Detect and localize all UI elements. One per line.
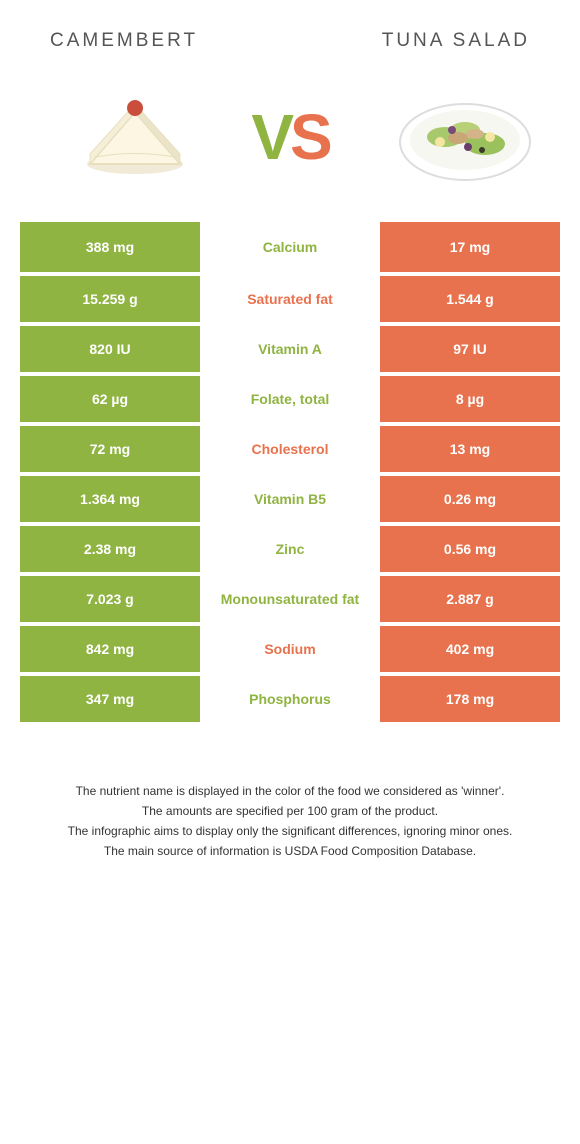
nutrient-label: Monounsaturated fat <box>200 576 380 622</box>
right-value: 402 mg <box>380 626 560 672</box>
header: Camembert Tuna salad <box>0 0 580 62</box>
tuna-salad-image <box>390 82 540 192</box>
left-value: 72 mg <box>20 426 200 472</box>
right-value: 97 IU <box>380 326 560 372</box>
left-value: 2.38 mg <box>20 526 200 572</box>
right-value: 178 mg <box>380 676 560 722</box>
vs-v: V <box>251 100 290 174</box>
nutrient-row: 2.38 mgZinc0.56 mg <box>20 522 560 572</box>
left-value: 7.023 g <box>20 576 200 622</box>
right-value: 0.56 mg <box>380 526 560 572</box>
left-food-title: Camembert <box>50 30 198 52</box>
nutrient-row: 72 mgCholesterol13 mg <box>20 422 560 472</box>
nutrient-row: 388 mgCalcium17 mg <box>20 222 560 272</box>
right-food-title: Tuna salad <box>382 30 530 52</box>
left-value: 15.259 g <box>20 276 200 322</box>
left-value: 347 mg <box>20 676 200 722</box>
nutrient-row: 62 µgFolate, total8 µg <box>20 372 560 422</box>
nutrient-label: Folate, total <box>200 376 380 422</box>
camembert-image <box>40 82 190 192</box>
nutrient-row: 347 mgPhosphorus178 mg <box>20 672 560 722</box>
note-line: The nutrient name is displayed in the co… <box>30 782 550 800</box>
left-value: 1.364 mg <box>20 476 200 522</box>
vs-s: S <box>290 100 329 174</box>
nutrient-row: 7.023 gMonounsaturated fat2.887 g <box>20 572 560 622</box>
note-line: The main source of information is USDA F… <box>30 842 550 860</box>
nutrient-row: 820 IUVitamin A97 IU <box>20 322 560 372</box>
nutrient-label: Zinc <box>200 526 380 572</box>
nutrient-label: Cholesterol <box>200 426 380 472</box>
left-value: 820 IU <box>20 326 200 372</box>
left-value: 62 µg <box>20 376 200 422</box>
right-value: 0.26 mg <box>380 476 560 522</box>
nutrient-row: 15.259 gSaturated fat1.544 g <box>20 272 560 322</box>
right-value: 1.544 g <box>380 276 560 322</box>
right-value: 8 µg <box>380 376 560 422</box>
nutrient-label: Saturated fat <box>200 276 380 322</box>
nutrient-label: Vitamin B5 <box>200 476 380 522</box>
vs-row: V S <box>0 62 580 222</box>
right-value: 2.887 g <box>380 576 560 622</box>
right-value: 13 mg <box>380 426 560 472</box>
nutrient-table: 388 mgCalcium17 mg15.259 gSaturated fat1… <box>20 222 560 722</box>
footnotes: The nutrient name is displayed in the co… <box>0 722 580 860</box>
nutrient-label: Sodium <box>200 626 380 672</box>
note-line: The infographic aims to display only the… <box>30 822 550 840</box>
nutrient-row: 842 mgSodium402 mg <box>20 622 560 672</box>
right-value: 17 mg <box>380 222 560 272</box>
note-line: The amounts are specified per 100 gram o… <box>30 802 550 820</box>
left-value: 388 mg <box>20 222 200 272</box>
nutrient-label: Phosphorus <box>200 676 380 722</box>
vs-label: V S <box>251 100 328 174</box>
left-value: 842 mg <box>20 626 200 672</box>
nutrient-row: 1.364 mgVitamin B50.26 mg <box>20 472 560 522</box>
nutrient-label: Vitamin A <box>200 326 380 372</box>
nutrient-label: Calcium <box>200 222 380 272</box>
